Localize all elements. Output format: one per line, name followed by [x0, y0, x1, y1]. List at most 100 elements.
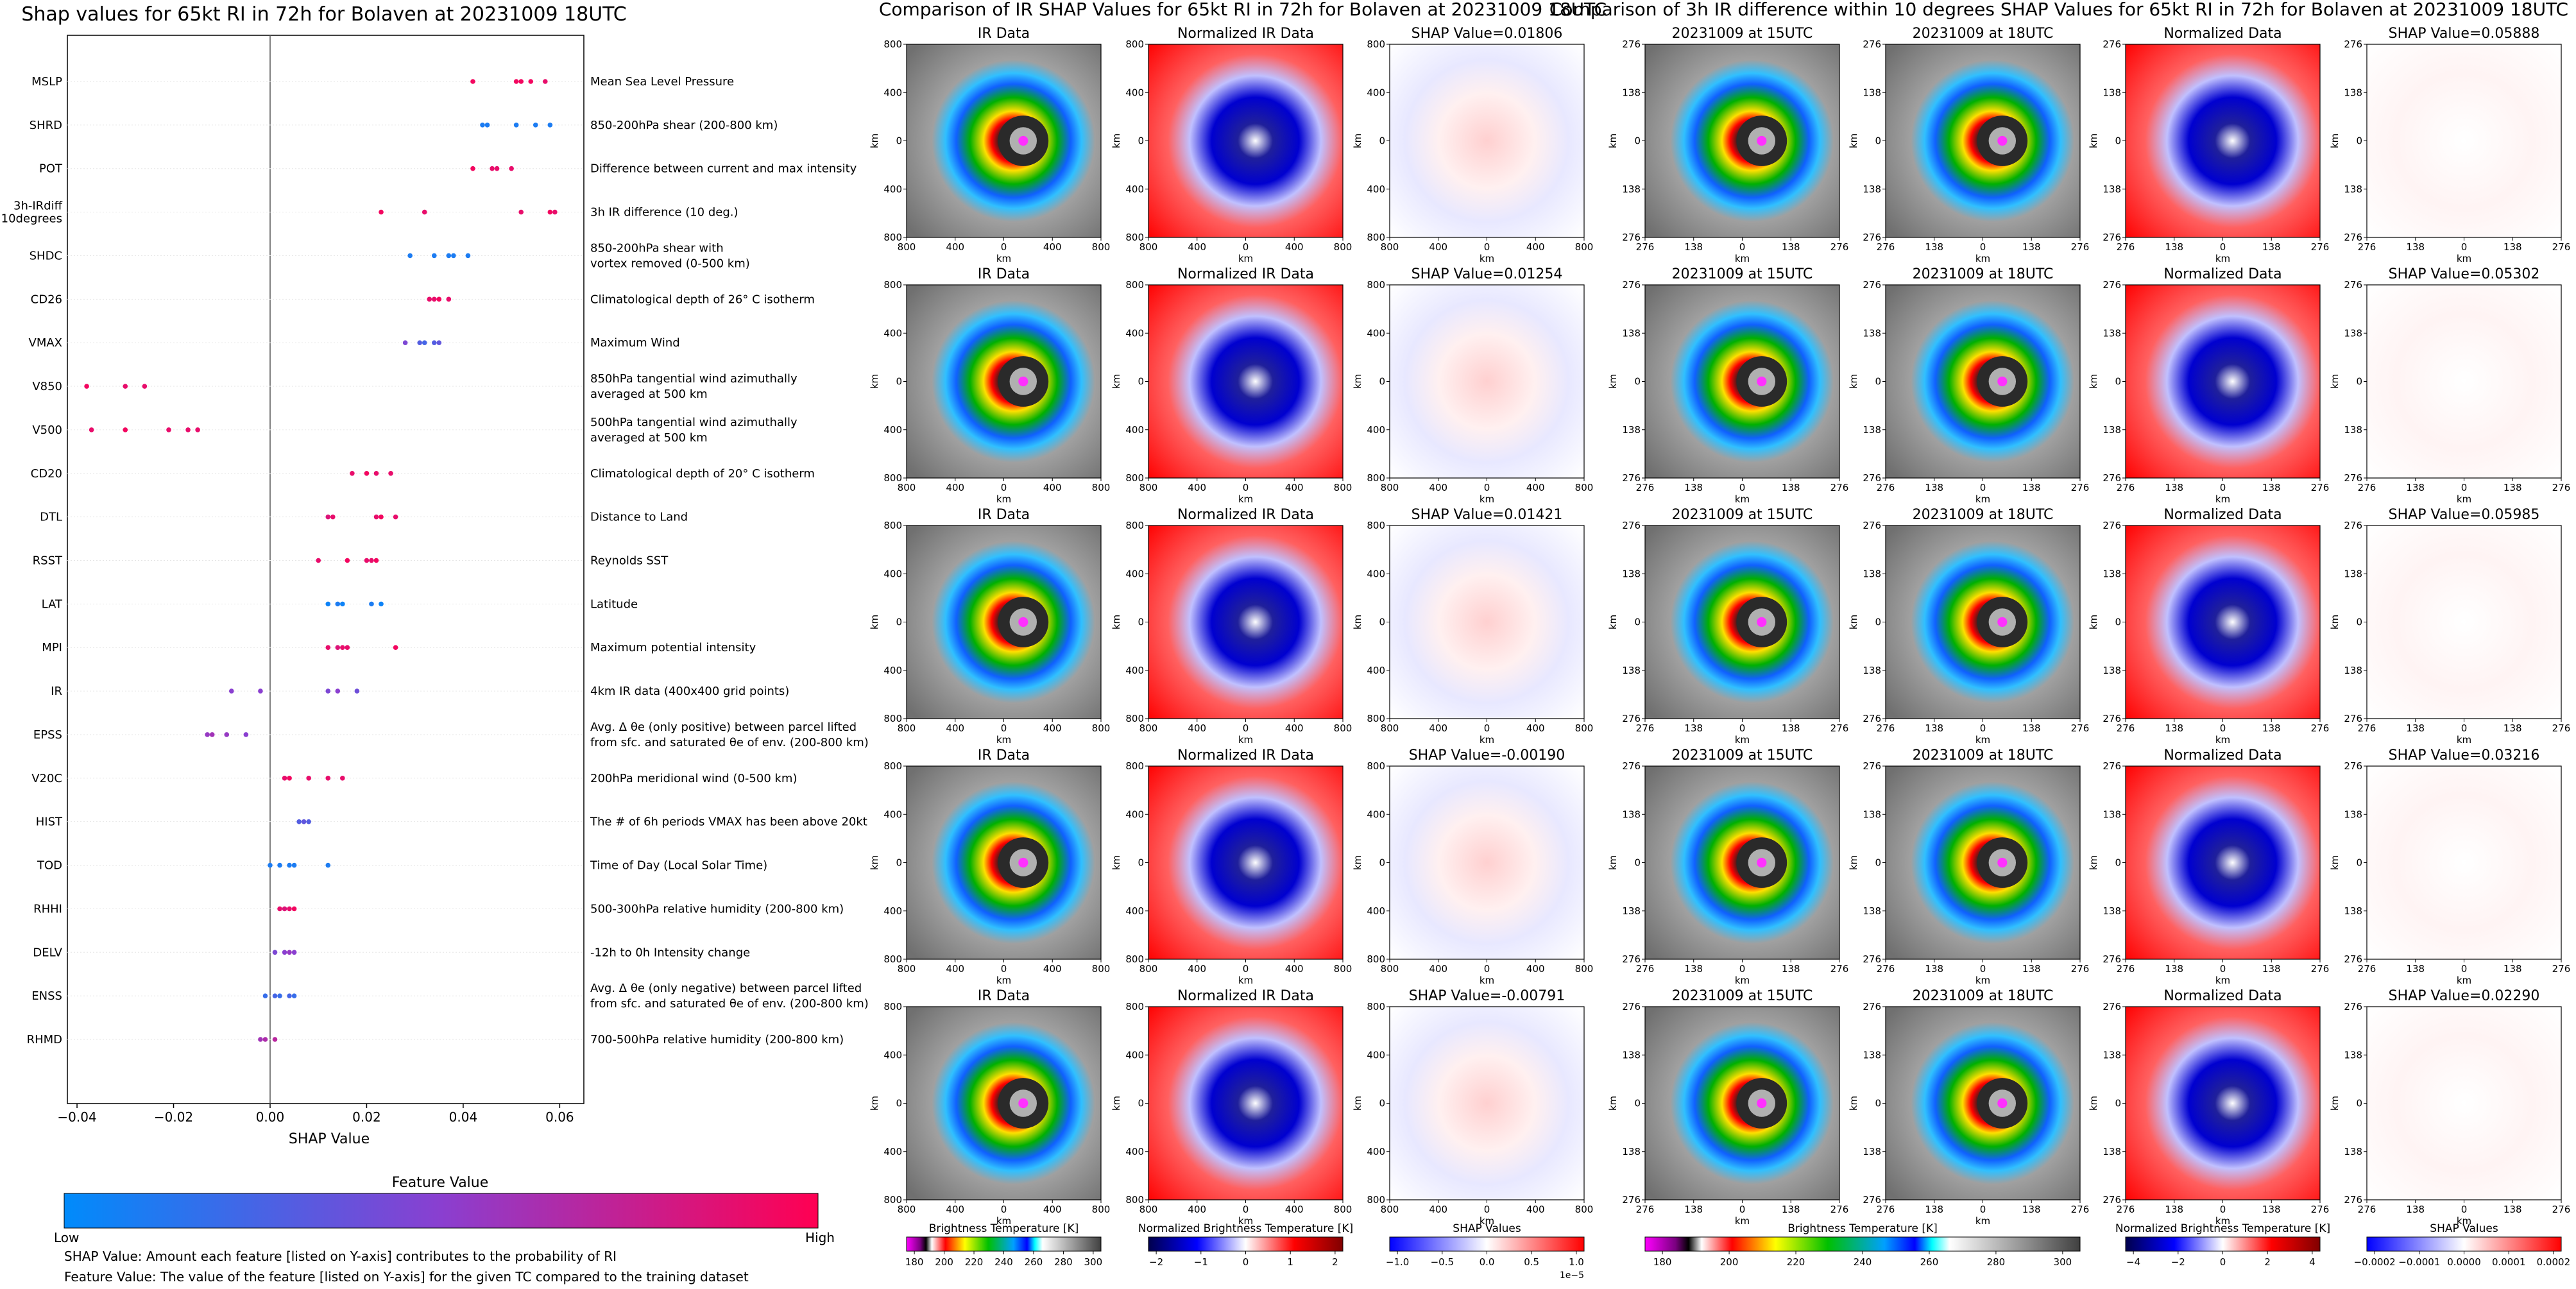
- panel-y-tick-label: 0: [896, 857, 902, 869]
- panel-y-tick-label: 276: [1622, 953, 1641, 965]
- image-panel: Normalized IR Data 800 400 0 400 800 km 800 400 0…: [1111, 507, 1352, 746]
- panel-x-tick-label: 0: [1980, 241, 1986, 253]
- image-panel: 20231009 at 15UTC 276 138 0 138 276 km 276 138 0 1…: [1607, 266, 1848, 505]
- shap-point: [185, 427, 191, 432]
- panel-y-tick-label: 138: [1863, 184, 1881, 195]
- panel-x-tick-label: 276: [2358, 722, 2376, 734]
- shap-point: [195, 427, 200, 432]
- image-panel: Normalized Data 276 138 0 138 276 km 276 138 0 138…: [2088, 266, 2329, 505]
- panel-x-tick-label: 138: [2503, 963, 2522, 975]
- panel-x-tick-label: 138: [2022, 722, 2041, 734]
- shap-point: [345, 558, 350, 563]
- panel-x-tick-label: 276: [1830, 241, 1849, 253]
- panel-y-tick-label: 800: [1367, 1001, 1385, 1012]
- shap-point: [402, 340, 408, 345]
- panel-y-tick-label: 400: [1125, 568, 1144, 579]
- panel-x-tick-label: 0: [2461, 963, 2468, 975]
- panel-y-tick-label: 0: [1875, 135, 1881, 147]
- panel-y-tick-label: 400: [1125, 327, 1144, 339]
- panel-x-tick-label: 276: [2358, 963, 2376, 975]
- panel-x-tick-label: 0: [1001, 1204, 1007, 1215]
- panel-y-tick-label: 400: [1367, 808, 1385, 820]
- panel-x-tick-label: 400: [1285, 482, 1304, 493]
- shap-point: [369, 558, 374, 563]
- panel-x-tick-label: 276: [1830, 963, 1849, 975]
- panel-x-tick-label: 276: [2117, 482, 2135, 493]
- x-tick-label: 0.02: [352, 1109, 381, 1125]
- panel-y-tick-label: 0: [1379, 1098, 1385, 1109]
- feature-code-label: HIST: [36, 815, 63, 829]
- colorbar-tick-label: 240: [994, 1256, 1013, 1268]
- panel-y-tick-label: 400: [1125, 808, 1144, 820]
- panel-y-tick-label: 0: [896, 135, 902, 147]
- panel-x-tick-label: 138: [2503, 482, 2522, 493]
- shap-point: [393, 645, 398, 651]
- panel-ylabel: km: [1111, 855, 1122, 870]
- panel-x-tick-label: 0: [1001, 241, 1007, 253]
- feature-description: Mean Sea Level Pressure: [590, 75, 734, 89]
- panel-x-tick-label: 800: [1575, 722, 1594, 734]
- shap-point: [325, 514, 331, 520]
- panel-y-tick-label: 138: [2103, 665, 2121, 676]
- colorbar: Normalized Brightness Temperature [K] −4 −…: [2115, 1222, 2330, 1268]
- panel-x-tick-label: 276: [2311, 722, 2330, 734]
- panel-xlabel: km: [2457, 975, 2471, 986]
- panel-x-tick-label: 276: [1830, 722, 1849, 734]
- shap-point: [277, 993, 282, 998]
- shap-point: [451, 253, 456, 259]
- panel-ylabel: km: [869, 855, 880, 870]
- panel-xlabel: km: [996, 975, 1011, 986]
- panel-y-tick-label: 276: [2103, 713, 2121, 724]
- shap-axes-frame: [67, 35, 584, 1104]
- colorbar-tick-label: 280: [1987, 1256, 2006, 1268]
- panel-x-tick-label: 276: [2071, 241, 2090, 253]
- shap-point: [282, 906, 287, 912]
- panel-y-tick-label: 138: [2344, 184, 2362, 195]
- shap-point: [268, 862, 273, 868]
- shap-point: [509, 166, 514, 171]
- panel-y-tick-label: 276: [1863, 520, 1881, 531]
- panel-x-tick-label: 0: [1980, 722, 1986, 734]
- colorbar-tick-label: 260: [1920, 1256, 1939, 1268]
- shap-point: [422, 340, 427, 345]
- panel-x-tick-label: 400: [1429, 963, 1447, 975]
- colorbar-tick-label: −2: [1149, 1256, 1163, 1268]
- shap-point: [228, 688, 234, 694]
- panel-xlabel: km: [1735, 975, 1750, 986]
- panel-x-tick-label: 276: [2071, 482, 2090, 493]
- colorbar-tick-label: 1: [1287, 1256, 1293, 1268]
- panel-y-tick-label: 400: [1367, 184, 1385, 195]
- panel-y-tick-label: 138: [2344, 568, 2362, 579]
- panel-x-tick-label: 276: [2358, 482, 2376, 493]
- panel-xlabel: km: [1975, 493, 1990, 505]
- panel-x-tick-label: 138: [2022, 1204, 2041, 1215]
- panel-ylabel: km: [2088, 615, 2099, 629]
- panel-y-tick-label: 276: [2103, 520, 2121, 531]
- panel-title: Normalized IR Data: [1177, 266, 1314, 282]
- storm-eye: [1757, 376, 1767, 387]
- x-tick-label: 0.00: [256, 1109, 285, 1125]
- panel-x-tick-label: 138: [2406, 722, 2425, 734]
- feature-code-label: RSST: [33, 554, 63, 568]
- shap-point: [379, 209, 384, 215]
- colorbar: Brightness Temperature [K] 180 200 220 240 26…: [905, 1222, 1102, 1268]
- image-panel: Normalized Data 276 138 0 138 276 km 276 138 0 138…: [2088, 988, 2329, 1227]
- image-panel: Normalized IR Data 800 400 0 400 800 km 800 400 0…: [1111, 26, 1352, 264]
- shap-point: [291, 862, 297, 868]
- shap-point: [373, 558, 379, 563]
- shap-point: [335, 645, 341, 651]
- shap-point: [123, 384, 128, 389]
- storm-eye: [1018, 376, 1028, 387]
- panel-xlabel: km: [1480, 1215, 1494, 1227]
- feature-description: 850hPa tangential wind azimuthally: [590, 372, 798, 386]
- panel-x-tick-label: 400: [1188, 241, 1206, 253]
- panel-title: SHAP Value=0.01806: [1412, 26, 1563, 42]
- colorbar-tick-label: 0.0002: [2537, 1256, 2571, 1268]
- x-tick-label: −0.02: [154, 1109, 193, 1125]
- panel-x-tick-label: 138: [2262, 963, 2281, 975]
- panel-xlabel: km: [2215, 734, 2230, 746]
- storm-eye: [1997, 857, 2008, 868]
- panel-ylabel: km: [1352, 615, 1363, 629]
- colorbar-tick-label: 200: [935, 1256, 953, 1268]
- panel-x-tick-label: 800: [1381, 963, 1399, 975]
